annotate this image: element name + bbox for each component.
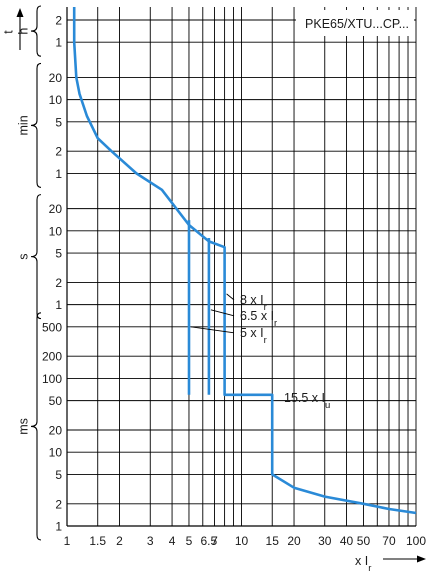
y-tick-label: 2 bbox=[55, 497, 62, 511]
unit-brace bbox=[30, 5, 42, 57]
y-tick-label: 2 bbox=[55, 13, 62, 27]
y-tick-label: 20 bbox=[49, 202, 63, 216]
x-tick-label: 1 bbox=[64, 534, 71, 548]
y-tick-label: 100 bbox=[42, 372, 62, 386]
annotation-leader bbox=[190, 326, 235, 334]
axis-labels: t x Ir bbox=[1, 8, 426, 574]
y-tick-label: 2 bbox=[55, 145, 62, 159]
y-tick-label: 1 bbox=[55, 36, 62, 50]
annotation-leader bbox=[226, 293, 235, 301]
x-tick-label: 15 bbox=[266, 534, 280, 548]
x-tick-label: 6.5 bbox=[201, 534, 218, 548]
y-tick-label: 50 bbox=[49, 394, 63, 408]
y-tick-label: 500 bbox=[42, 320, 62, 334]
annotation-leaders bbox=[190, 293, 235, 334]
x-axis-label: x Ir bbox=[355, 554, 371, 574]
y-tick-label: 5 bbox=[55, 468, 62, 482]
x-axis-arrowhead bbox=[417, 555, 426, 563]
unit-label: min bbox=[16, 115, 30, 135]
unit-label: h bbox=[16, 28, 30, 35]
x-tick-label: 50 bbox=[357, 534, 371, 548]
y-unit-groups: ms s min h bbox=[16, 5, 42, 541]
y-tick-label: 20 bbox=[49, 71, 63, 85]
annotation-label: 15.5 x Iu bbox=[284, 391, 330, 411]
unit-label: ms bbox=[16, 418, 30, 435]
x-tick-label: 100 bbox=[406, 534, 426, 548]
y-tick-label: 5 bbox=[55, 247, 62, 261]
unit-brace bbox=[30, 194, 42, 320]
title-box bbox=[296, 10, 414, 36]
x-tick-label: 4 bbox=[169, 534, 176, 548]
x-tick-labels: 1 1.5 2 3 4 5 6.57 10 15 20 30 40 50 70 100 bbox=[64, 534, 427, 548]
x-tick-label: 3 bbox=[147, 534, 154, 548]
unit-brace bbox=[30, 312, 42, 541]
trip-curve bbox=[72, 7, 417, 515]
grid bbox=[66, 7, 417, 527]
x-tick-label: 1.5 bbox=[89, 534, 106, 548]
y-tick-label: 5 bbox=[55, 115, 62, 129]
x-tick-label: 10 bbox=[235, 534, 249, 548]
x-tick-label: 40 bbox=[340, 534, 354, 548]
y-tick-label: 1 bbox=[55, 520, 62, 534]
annotation-label: 5 x Ir bbox=[240, 326, 267, 346]
x-tick-label: 5 bbox=[186, 534, 193, 548]
y-axis-label: t bbox=[1, 30, 15, 34]
y-tick-label: 10 bbox=[49, 224, 63, 238]
unit-label: s bbox=[16, 254, 30, 260]
y-axis-arrowhead bbox=[16, 8, 24, 17]
y-tick-label: 2 bbox=[55, 276, 62, 290]
annotation-leader bbox=[210, 309, 235, 317]
y-tick-label: 20 bbox=[49, 423, 63, 437]
unit-brace bbox=[30, 62, 42, 188]
chart-title: PKE65/XTU...CP... bbox=[305, 17, 409, 31]
y-tick-label: 10 bbox=[49, 446, 63, 460]
y-tick-label: 200 bbox=[42, 350, 62, 364]
y-tick-label: 10 bbox=[49, 93, 63, 107]
y-tick-label: 1 bbox=[55, 167, 62, 181]
x-tick-label: 7 bbox=[211, 534, 218, 548]
x-tick-label: 20 bbox=[287, 534, 301, 548]
x-tick-label: 2 bbox=[116, 534, 123, 548]
x-tick-label: 30 bbox=[318, 534, 332, 548]
x-tick-label: 70 bbox=[382, 534, 396, 548]
y-tick-label: 1 bbox=[55, 298, 62, 312]
trip-curves bbox=[72, 7, 417, 515]
y-tick-labels: 1 2 5 10 20 50 100 200 500 1 2 5 10 20 1 2 5 10 20 1 2 bbox=[42, 13, 62, 533]
